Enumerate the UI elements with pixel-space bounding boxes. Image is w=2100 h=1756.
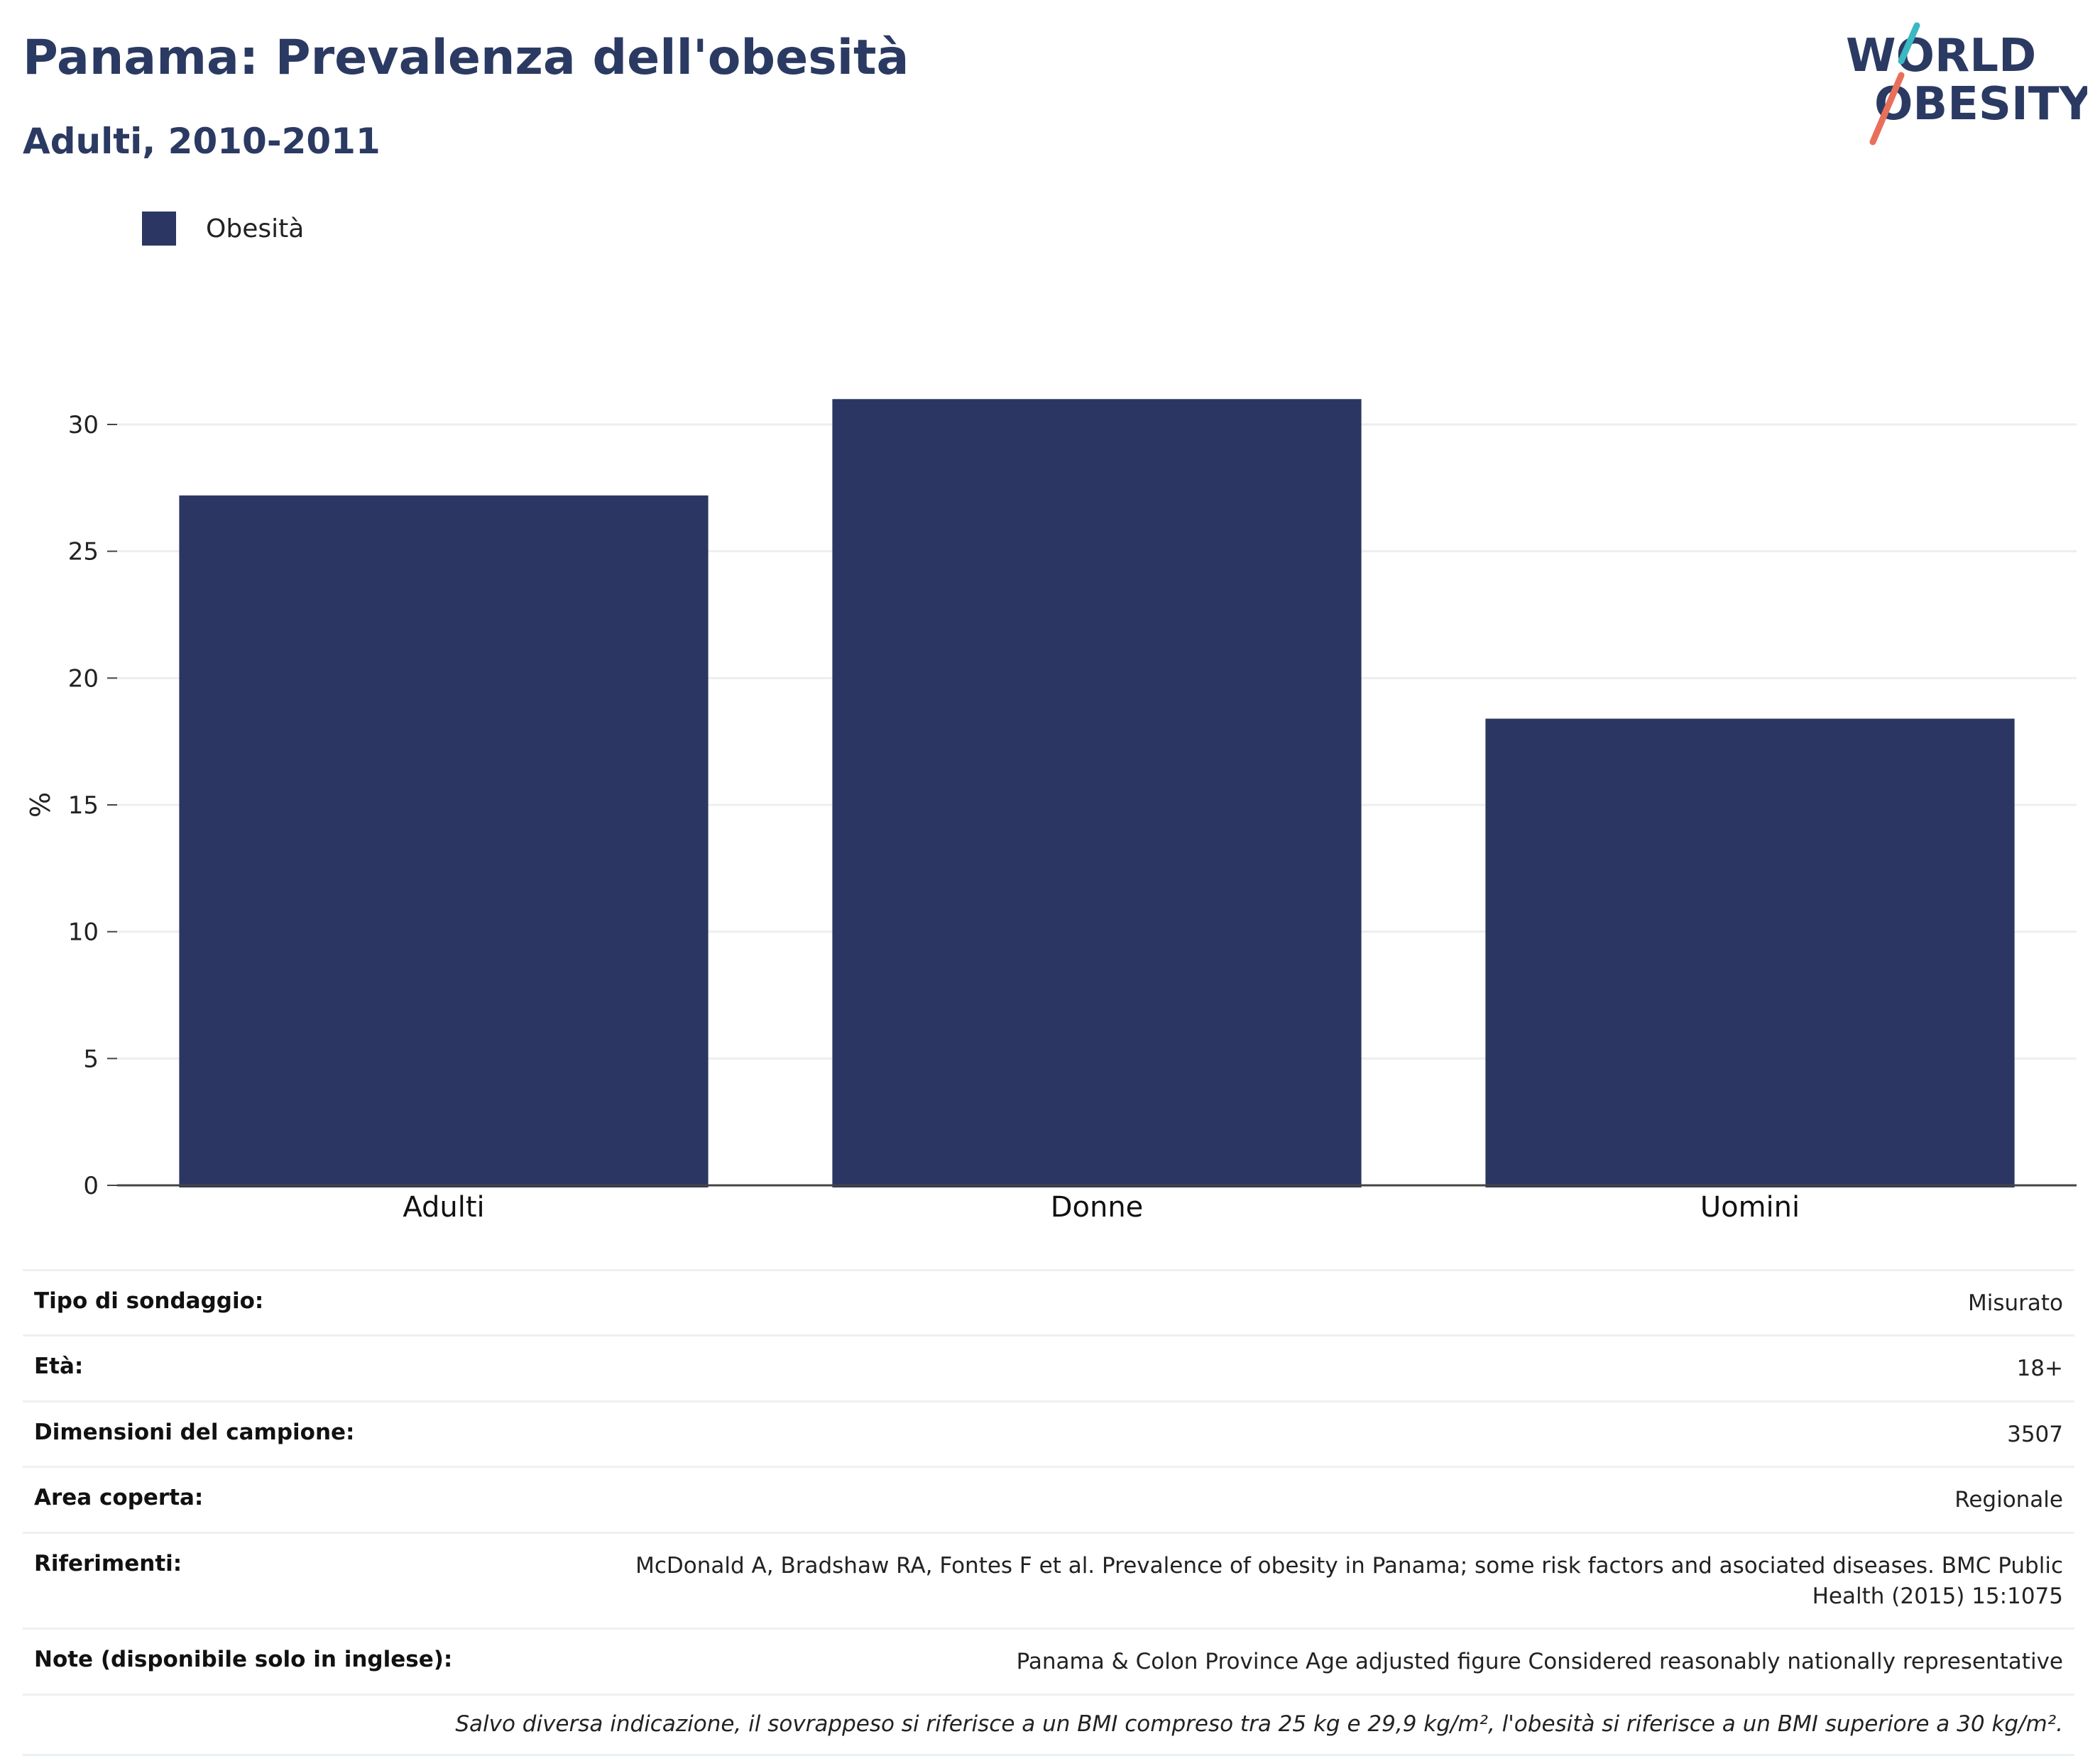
info-value: Regionale (1954, 1487, 2063, 1513)
y-tick-label: 20 (68, 664, 99, 693)
info-key: Tipo di sondaggio: (34, 1288, 264, 1314)
chart-title: Panama: Prevalenza dell'obesità (23, 30, 909, 86)
y-tick-label: 5 (83, 1045, 99, 1073)
x-tick-label: Uomini (1700, 1191, 1800, 1224)
info-row-survey-type: Tipo di sondaggio: Misurato (23, 1269, 2074, 1334)
legend-swatch-obesita (142, 212, 176, 246)
x-tick-label: Donne (1051, 1191, 1144, 1224)
y-tick-label: 25 (68, 538, 99, 566)
info-value: 3507 (2007, 1421, 2063, 1447)
y-tick-label: 15 (68, 791, 99, 820)
logo-stroke-top (1898, 22, 1920, 65)
y-tick-label: 30 (68, 411, 99, 439)
info-value: McDonald A, Bradshaw RA, Fontes F et al.… (635, 1552, 2063, 1609)
info-row-sample-size: Dimensioni del campione: 3507 (23, 1400, 2074, 1466)
info-value: Panama & Colon Province Age adjusted fig… (1016, 1649, 2063, 1675)
info-row-age: Età: 18+ (23, 1334, 2074, 1400)
logo-stroke-bottom (1869, 72, 1905, 146)
info-key: Area coperta: (34, 1485, 204, 1511)
survey-info-table: Tipo di sondaggio: Misurato Età: 18+ Dim… (23, 1269, 2074, 1756)
info-row-notes: Note (disponibile solo in inglese): Pana… (23, 1628, 2074, 1693)
logo-text-world: WORLD (1846, 30, 2036, 82)
info-key: Riferimenti: (34, 1550, 182, 1576)
info-key: Dimensioni del campione: (34, 1419, 355, 1445)
info-value: 18+ (2016, 1356, 2063, 1382)
info-row-references: Riferimenti: McDonald A, Bradshaw RA, Fo… (23, 1531, 2074, 1628)
legend-label-obesita: Obesità (206, 214, 305, 243)
info-key: Note (disponibile solo in inglese): (34, 1647, 453, 1673)
bar-uomini (1485, 718, 2015, 1187)
bar-adulti (179, 495, 709, 1187)
x-tick-label: Adulti (403, 1191, 484, 1224)
info-row-area: Area coperta: Regionale (23, 1466, 2074, 1531)
y-tick-label: 10 (68, 918, 99, 947)
logo-text-obesity: OBESITY (1874, 78, 2087, 131)
chart-subtitle: Adulti, 2010-2011 (23, 121, 381, 162)
chart-legend: Obesità (142, 212, 304, 246)
world-obesity-logo: WORLD OBESITY (1846, 22, 2087, 146)
bar-donne (832, 399, 1362, 1188)
info-value: Misurato (1967, 1290, 2063, 1316)
y-tick-label: 0 (83, 1172, 99, 1200)
info-key: Età: (34, 1354, 84, 1380)
bar-chart: 0 5 10 15 20 25 30% Adulti Donne Uomini (25, 399, 2077, 1224)
y-axis-label: % (25, 792, 56, 818)
